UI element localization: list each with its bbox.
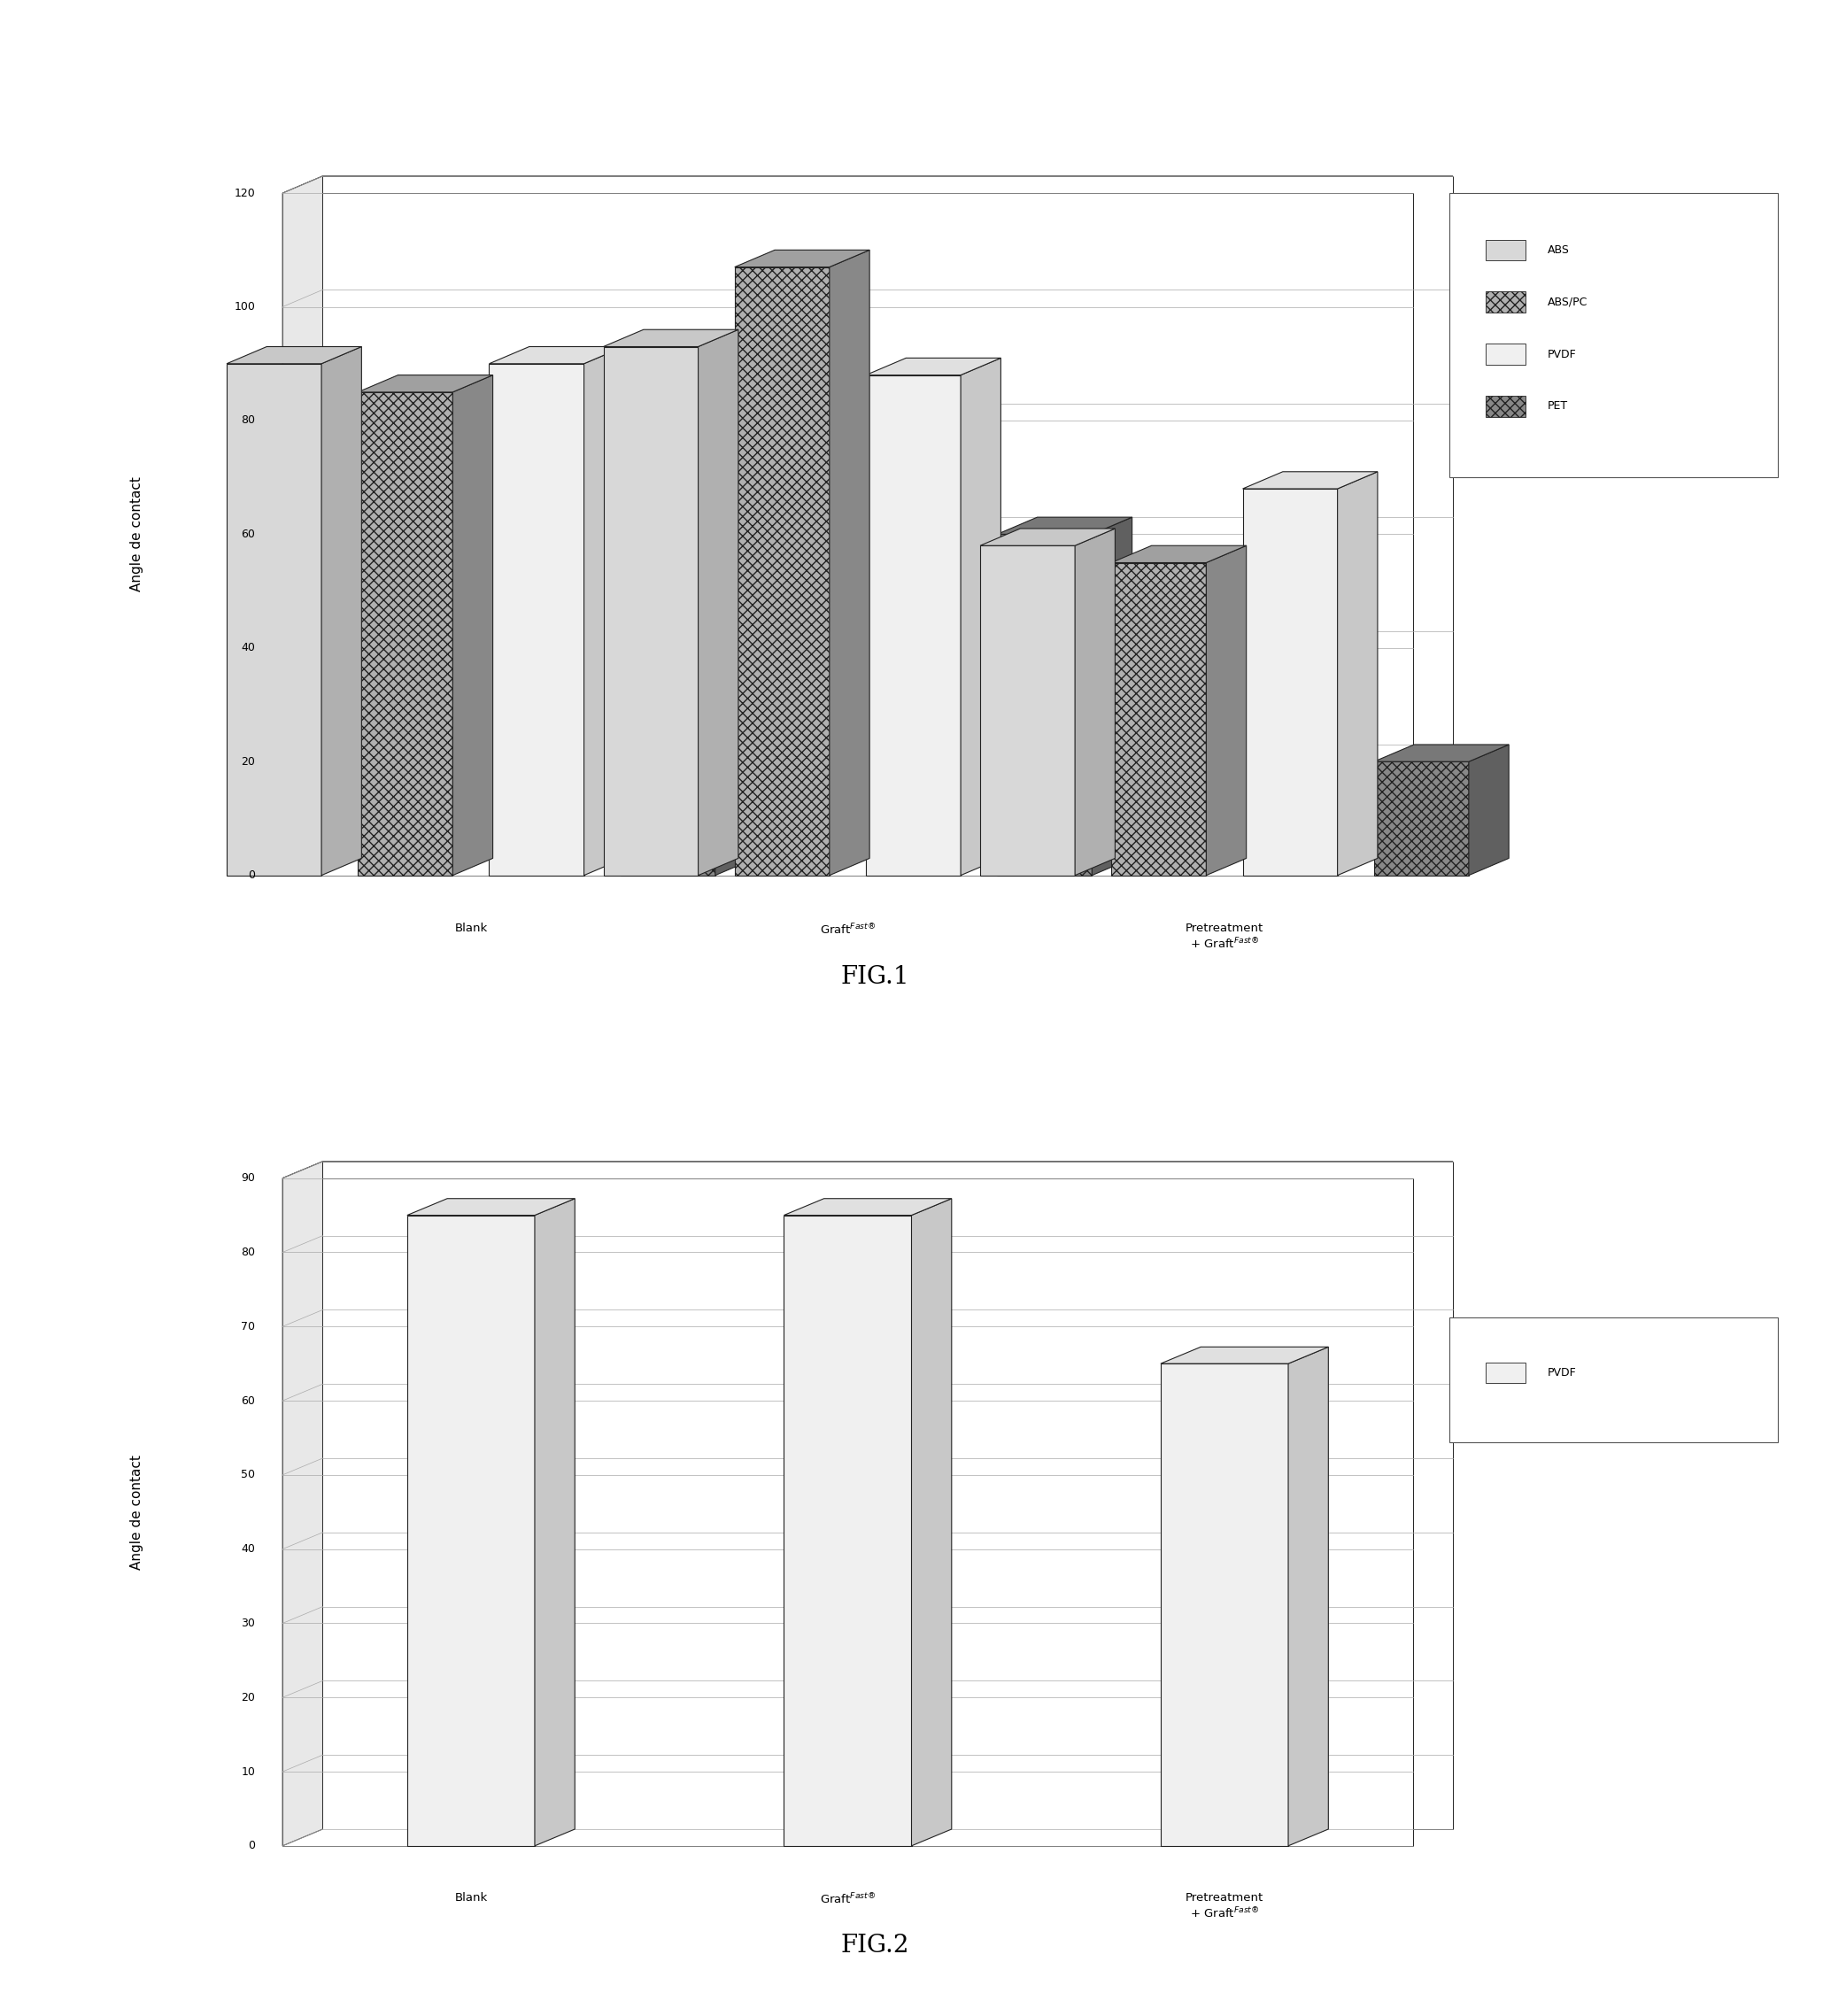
Polygon shape [283, 1161, 323, 1847]
Polygon shape [283, 175, 323, 875]
Bar [1486, 292, 1526, 312]
Polygon shape [452, 375, 492, 875]
Text: PVDF: PVDF [1548, 349, 1577, 361]
Polygon shape [321, 347, 361, 875]
Text: PVDF: PVDF [1548, 1367, 1577, 1379]
Polygon shape [715, 375, 755, 875]
Polygon shape [1112, 546, 1247, 562]
Polygon shape [226, 363, 321, 875]
Polygon shape [357, 375, 492, 391]
Text: 70: 70 [241, 1320, 255, 1333]
Polygon shape [283, 1161, 1453, 1177]
Polygon shape [1338, 472, 1378, 875]
Polygon shape [323, 1161, 1453, 1829]
Text: 100: 100 [233, 300, 255, 312]
Text: Angle de contact: Angle de contact [129, 476, 144, 593]
Text: ABS/PC: ABS/PC [1548, 296, 1588, 308]
Text: 40: 40 [241, 1544, 255, 1554]
Polygon shape [323, 175, 1453, 859]
Text: FIG.1: FIG.1 [840, 966, 910, 990]
Polygon shape [1112, 562, 1207, 875]
Polygon shape [1092, 518, 1132, 875]
Polygon shape [1243, 488, 1338, 875]
Polygon shape [981, 546, 1076, 875]
Text: Blank: Blank [454, 1893, 487, 1903]
Text: 90: 90 [241, 1173, 255, 1183]
Polygon shape [698, 329, 738, 875]
Text: Angle de contact: Angle de contact [129, 1454, 144, 1570]
Polygon shape [997, 518, 1132, 534]
Polygon shape [534, 1200, 574, 1847]
Polygon shape [226, 347, 361, 363]
Text: FIG.2: FIG.2 [840, 1933, 910, 1958]
Polygon shape [283, 175, 1453, 194]
Text: 80: 80 [241, 415, 255, 425]
Text: Blank: Blank [454, 923, 487, 933]
Polygon shape [489, 347, 623, 363]
Polygon shape [912, 1200, 952, 1847]
Polygon shape [1161, 1347, 1329, 1363]
Bar [1486, 240, 1526, 260]
Text: 10: 10 [241, 1766, 255, 1778]
Polygon shape [1289, 1347, 1329, 1847]
Text: Graft$^{Fast®}$: Graft$^{Fast®}$ [820, 923, 875, 937]
Text: 60: 60 [241, 528, 255, 540]
FancyBboxPatch shape [1449, 1316, 1777, 1443]
Polygon shape [1243, 472, 1378, 488]
Polygon shape [583, 347, 623, 875]
Text: 20: 20 [241, 756, 255, 768]
Polygon shape [784, 1200, 952, 1216]
Polygon shape [620, 391, 715, 875]
Text: ABS: ABS [1548, 244, 1570, 256]
Text: 30: 30 [241, 1617, 255, 1629]
Polygon shape [866, 375, 961, 875]
Text: 120: 120 [233, 187, 255, 200]
Polygon shape [1375, 762, 1469, 875]
Text: 0: 0 [248, 869, 255, 881]
Polygon shape [603, 347, 698, 875]
Text: 50: 50 [241, 1470, 255, 1480]
Polygon shape [407, 1200, 574, 1216]
Polygon shape [357, 391, 452, 875]
Polygon shape [283, 194, 1413, 875]
Polygon shape [283, 1177, 1413, 1847]
Polygon shape [735, 250, 870, 266]
Polygon shape [489, 363, 583, 875]
Polygon shape [997, 534, 1092, 875]
Polygon shape [961, 359, 1001, 875]
Text: 60: 60 [241, 1395, 255, 1407]
Polygon shape [1207, 546, 1247, 875]
Bar [1486, 345, 1526, 365]
Polygon shape [1161, 1363, 1289, 1847]
Text: 80: 80 [241, 1246, 255, 1258]
Bar [1486, 1363, 1526, 1383]
Polygon shape [1469, 744, 1509, 875]
FancyBboxPatch shape [1449, 194, 1777, 478]
Polygon shape [866, 359, 1001, 375]
Text: PET: PET [1548, 401, 1568, 411]
Polygon shape [1076, 528, 1116, 875]
Text: 20: 20 [241, 1691, 255, 1704]
Text: Graft$^{Fast®}$: Graft$^{Fast®}$ [820, 1893, 875, 1907]
Polygon shape [1375, 744, 1509, 762]
Polygon shape [603, 329, 738, 347]
Text: Pretreatment
+ Graft$^{Fast®}$: Pretreatment + Graft$^{Fast®}$ [1185, 1893, 1263, 1921]
Text: 40: 40 [241, 643, 255, 653]
Polygon shape [981, 528, 1116, 546]
Polygon shape [829, 250, 870, 875]
Polygon shape [735, 266, 829, 875]
Text: Pretreatment
+ Graft$^{Fast®}$: Pretreatment + Graft$^{Fast®}$ [1185, 923, 1263, 952]
Polygon shape [784, 1216, 912, 1847]
Polygon shape [620, 375, 755, 391]
Text: 0: 0 [248, 1841, 255, 1851]
Bar [1486, 395, 1526, 417]
Polygon shape [407, 1216, 534, 1847]
